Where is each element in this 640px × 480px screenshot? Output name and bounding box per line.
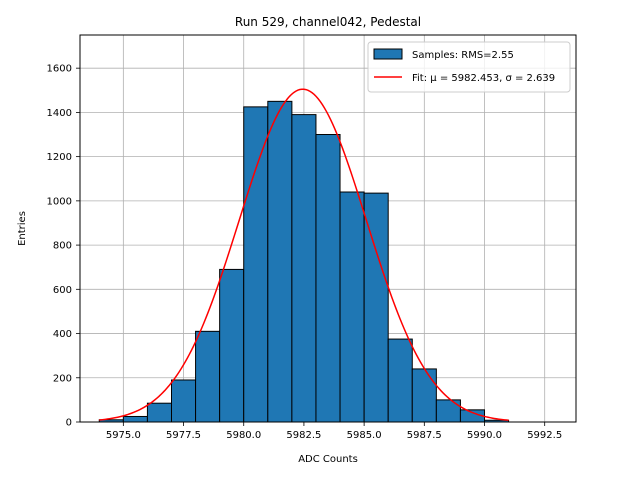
histogram-bars (98, 100, 510, 423)
legend: Samples: RMS=2.55 Fit: μ = 5982.453, σ =… (367, 41, 571, 93)
y-tick-label: 1600 (47, 64, 72, 75)
y-tick-label: 1400 (47, 108, 72, 119)
histogram-bar (195, 330, 221, 423)
histogram-bar (339, 191, 365, 423)
x-tick-label: 5980.0 (226, 430, 261, 441)
histogram-bar (146, 402, 172, 423)
x-tick-label: 5990.0 (467, 430, 502, 441)
x-axis-title: ADC Counts (298, 454, 358, 465)
y-tick-label: 1200 (47, 152, 72, 163)
histogram-bar (219, 268, 245, 423)
histogram-bar (435, 399, 461, 423)
y-axis-title: Entries (17, 211, 28, 246)
x-tick-label: 5985.0 (347, 430, 382, 441)
x-tick-label: 5992.5 (527, 430, 562, 441)
histogram-bar (243, 106, 269, 423)
histogram-bar (363, 192, 389, 423)
legend-swatch-samples (373, 48, 403, 60)
histogram-bar (267, 100, 293, 423)
legend-box (367, 41, 571, 93)
fit-curve (99, 88, 509, 421)
plot-frame (79, 34, 577, 423)
chart-title: Run 529, channel042, Pedestal (235, 15, 421, 29)
histogram-bar (122, 415, 148, 423)
y-tick-label: 1000 (47, 196, 72, 207)
x-axis-ticks: 5975.0 5977.5 5980.0 5982.5 5985.0 5987.5 5990… (106, 422, 562, 441)
y-tick-label: 800 (53, 241, 72, 252)
histogram-bar (171, 379, 197, 423)
y-tick-label: 200 (53, 373, 72, 384)
fit-curve-layer (99, 88, 509, 421)
x-tick-label: 5977.5 (166, 430, 201, 441)
legend-label-fit: Fit: μ = 5982.453, σ = 2.639 (412, 73, 555, 84)
y-tick-label: 400 (53, 329, 72, 340)
x-tick-label: 5987.5 (407, 430, 442, 441)
x-tick-label: 5975.0 (106, 430, 141, 441)
y-axis-ticks: 0 200 400 600 800 1000 1200 1400 1600 (47, 64, 80, 429)
histogram-bar (315, 134, 341, 423)
histogram-bar (387, 338, 413, 423)
histogram-bar (291, 114, 317, 423)
histogram-bar (411, 368, 437, 423)
y-tick-label: 0 (66, 418, 72, 429)
x-tick-label: 5982.5 (286, 430, 321, 441)
y-tick-label: 600 (53, 285, 72, 296)
legend-label-samples: Samples: RMS=2.55 (412, 50, 514, 61)
